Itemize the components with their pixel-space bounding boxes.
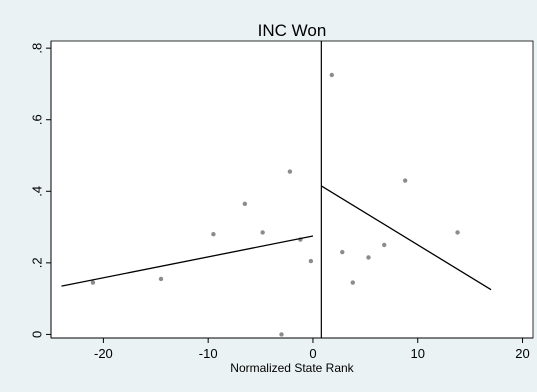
data-point: [382, 242, 387, 248]
data-point: [279, 332, 284, 337]
data-point: [402, 178, 408, 183]
data-point: [350, 280, 355, 285]
plot-area: [50, 40, 534, 339]
data-point: [340, 249, 345, 255]
data-point: [158, 276, 164, 282]
data-point: [455, 230, 460, 235]
data-point: [308, 258, 314, 264]
data-point: [90, 280, 96, 285]
fit-line-left: [61, 235, 314, 287]
x-axis: -20 -10 0 10 20: [51, 337, 533, 361]
x-tick-label: 0: [309, 346, 316, 361]
x-tick-label: 20: [515, 346, 529, 361]
data-point: [260, 230, 265, 235]
x-tick-label: -10: [199, 346, 218, 361]
x-tick-label: -20: [94, 346, 113, 361]
data-point: [329, 72, 335, 78]
fit-lines: [61, 185, 492, 291]
chart-title: INC Won: [258, 21, 327, 40]
data-point: [242, 201, 248, 207]
y-tick-label: 0: [30, 331, 45, 338]
data-point: [287, 169, 293, 174]
y-tick-label: .2: [30, 257, 45, 268]
y-tick-label: .8: [30, 43, 45, 54]
y-tick-label: .4: [30, 186, 45, 197]
data-points: [90, 72, 460, 337]
data-point: [211, 232, 216, 237]
fit-line-right: [321, 185, 492, 291]
y-tick-label: .6: [30, 114, 45, 125]
x-axis-title: Normalized State Rank: [230, 361, 354, 375]
x-tick-label: 10: [411, 346, 425, 361]
data-point: [366, 255, 371, 260]
y-axis: 0 .2 .4 .6 .8: [30, 41, 52, 338]
